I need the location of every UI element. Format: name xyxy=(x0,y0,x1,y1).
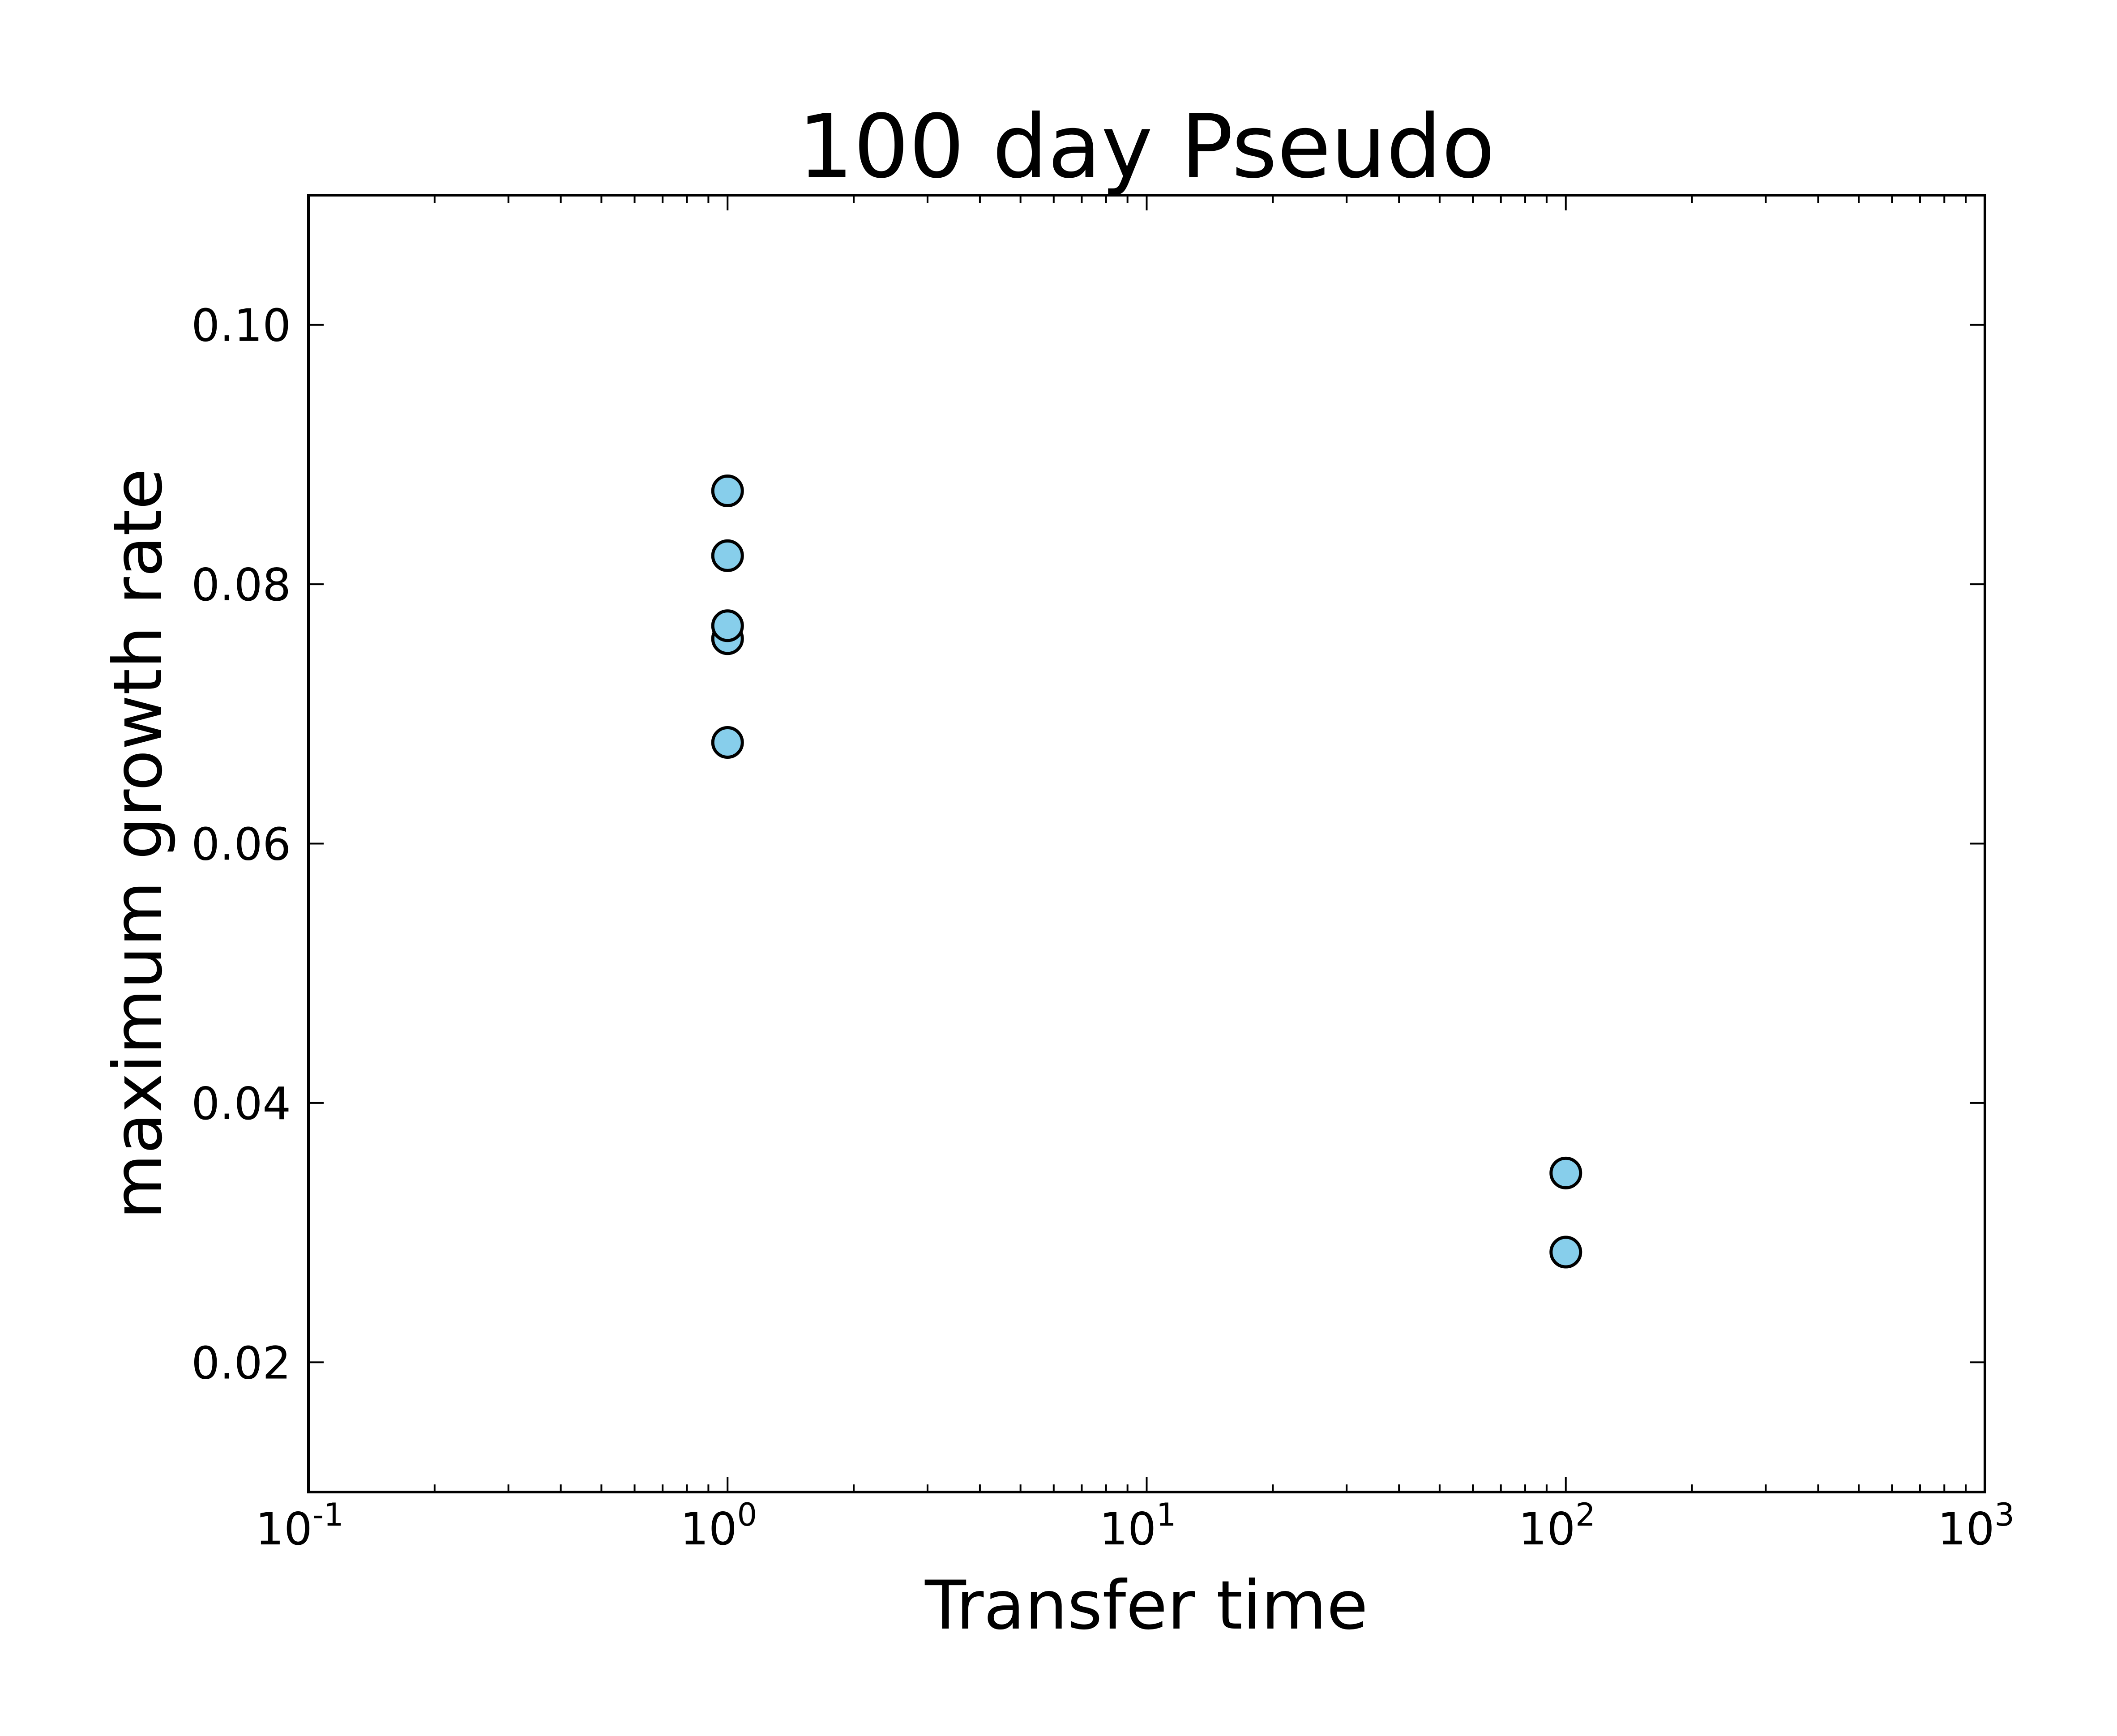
scatter-point xyxy=(711,539,744,572)
y-axis-label: maximum growth rate xyxy=(99,468,177,1219)
data-points xyxy=(711,475,1582,1269)
y-tick-label: 0.02 xyxy=(191,1337,291,1389)
scatter-point xyxy=(711,475,744,508)
x-tick-label: 102 xyxy=(1518,1497,1595,1555)
y-tick-label: 0.06 xyxy=(191,818,291,871)
chart-title: 100 day Pseudo xyxy=(798,96,1495,197)
scatter-point xyxy=(1549,1236,1582,1269)
x-tick-label: 101 xyxy=(1099,1497,1176,1555)
x-tick-label: 100 xyxy=(680,1497,757,1555)
x-tick-label: 10-1 xyxy=(255,1497,343,1555)
plot-frame xyxy=(307,194,1986,1493)
y-tick-label: 0.08 xyxy=(191,559,291,611)
y-tick-labels: 0.02 0.04 0.06 0.08 0.10 xyxy=(191,299,291,1390)
y-tick-label: 0.10 xyxy=(191,299,291,352)
scatter-point xyxy=(711,609,744,642)
x-tick-labels: 10-1 100 101 102 103 xyxy=(255,1497,2014,1555)
y-tick-label: 0.04 xyxy=(191,1078,291,1130)
x-tick-label: 103 xyxy=(1937,1497,2014,1555)
x-axis-label: Transfer time xyxy=(924,1567,1368,1645)
scatter-point xyxy=(711,726,744,759)
scatter-point xyxy=(1549,1156,1582,1189)
